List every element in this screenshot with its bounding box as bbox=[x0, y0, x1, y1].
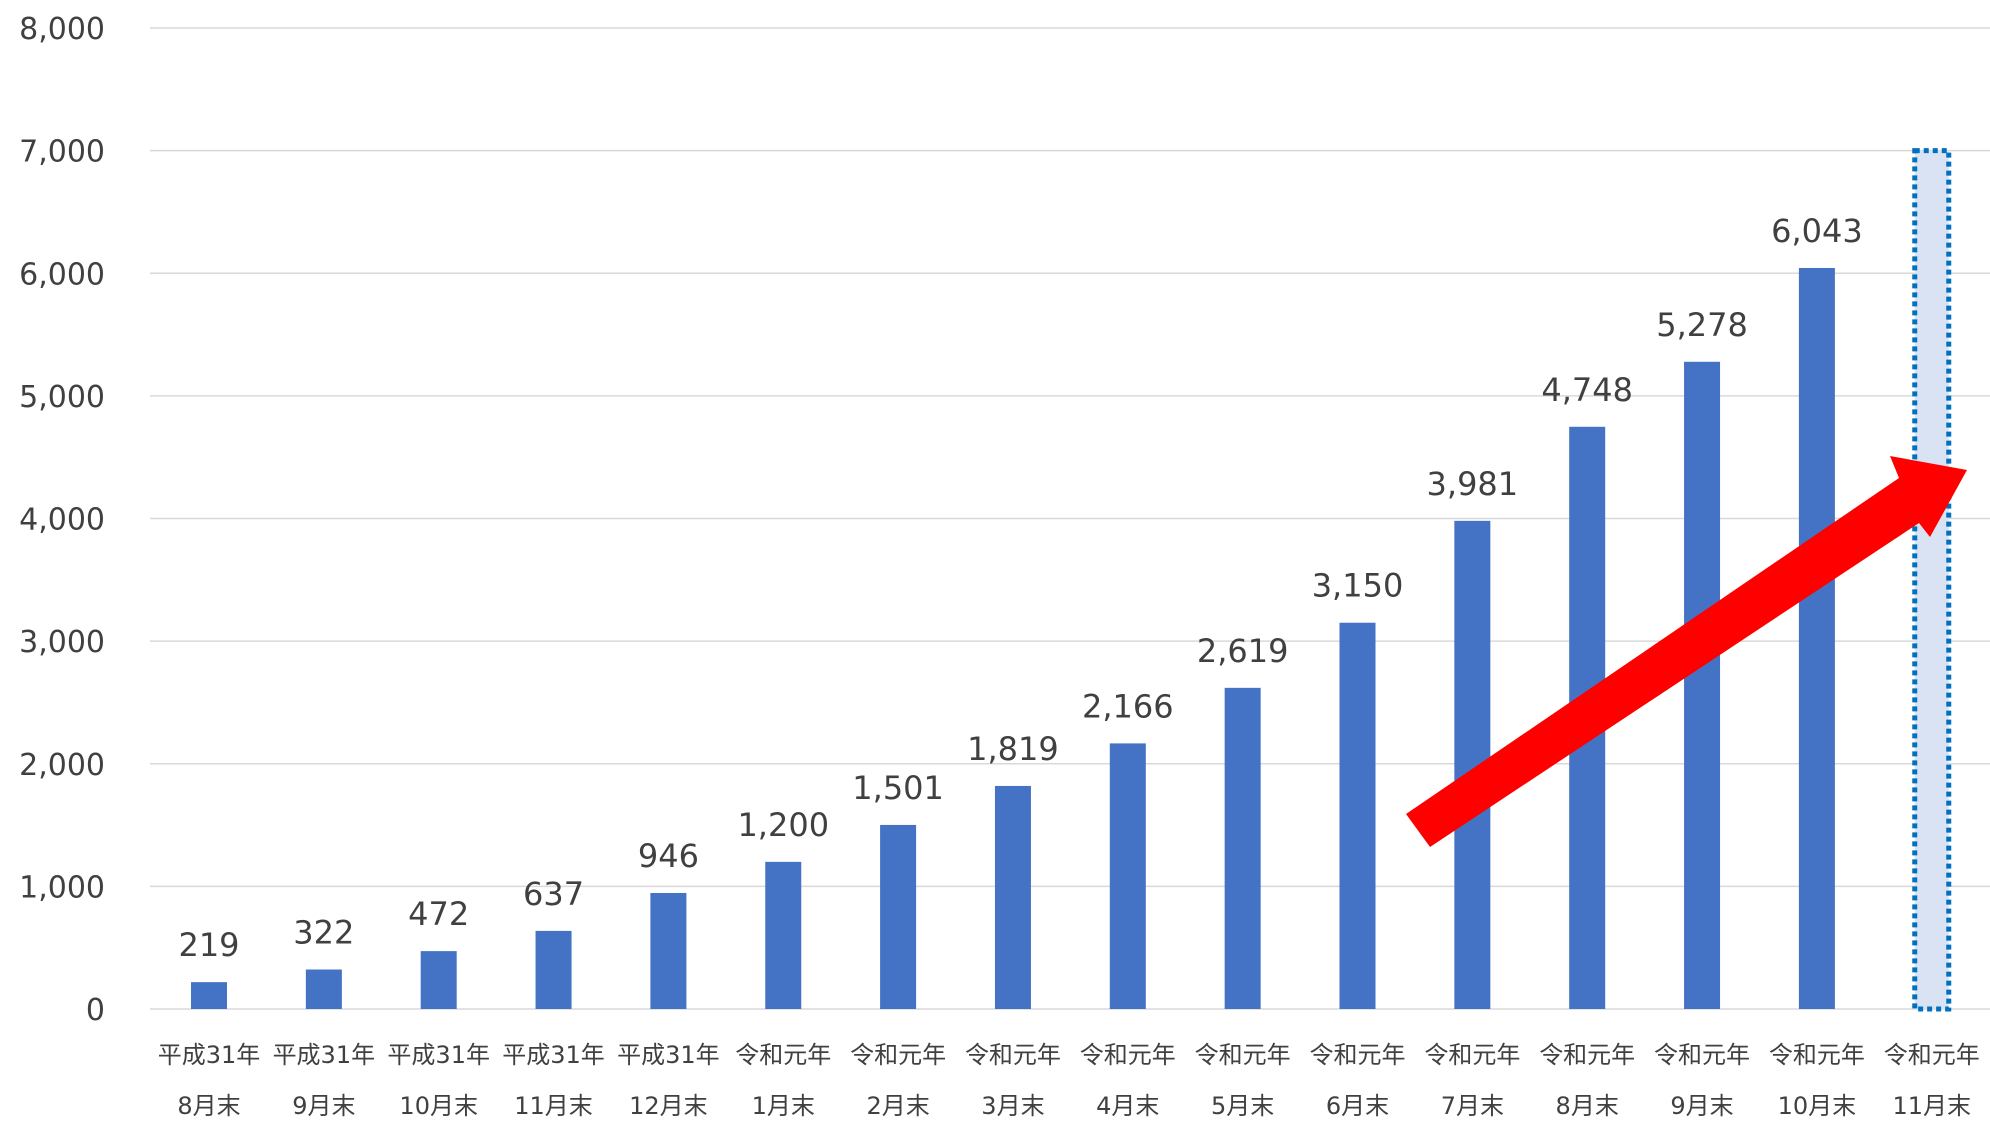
x-tick-label-month: 10月末 bbox=[1778, 1092, 1857, 1120]
trend-arrow bbox=[1406, 456, 1967, 847]
data-label: 4,748 bbox=[1541, 371, 1633, 409]
x-tick-label-era: 平成31年 bbox=[273, 1041, 376, 1069]
data-label: 637 bbox=[523, 875, 584, 913]
x-tick-label-month: 10月末 bbox=[399, 1092, 478, 1120]
data-label: 2,619 bbox=[1197, 632, 1289, 670]
data-label: 3,981 bbox=[1427, 465, 1519, 503]
data-label: 472 bbox=[408, 895, 469, 933]
bar bbox=[650, 892, 687, 1009]
data-label: 1,819 bbox=[967, 730, 1059, 768]
bar bbox=[994, 785, 1031, 1009]
x-tick-label-era: 令和元年 bbox=[850, 1041, 946, 1069]
projection-bar bbox=[1912, 148, 1952, 1012]
bar bbox=[765, 861, 802, 1009]
data-label: 2,166 bbox=[1082, 687, 1174, 725]
y-tick-label: 5,000 bbox=[19, 380, 105, 415]
data-label: 5,278 bbox=[1656, 306, 1748, 344]
y-tick-label: 7,000 bbox=[19, 135, 105, 170]
x-tick-label-month: 6月末 bbox=[1326, 1092, 1389, 1120]
x-tick-label-month: 8月末 bbox=[1556, 1092, 1619, 1120]
data-label: 3,150 bbox=[1312, 567, 1404, 605]
x-tick-label-month: 5月末 bbox=[1211, 1092, 1274, 1120]
bar bbox=[535, 930, 572, 1009]
x-tick-label-era: 令和元年 bbox=[1310, 1041, 1406, 1069]
x-tick-label-month: 9月末 bbox=[1670, 1092, 1733, 1120]
x-axis-ticks: 平成31年8月末平成31年9月末平成31年10月末平成31年11月末平成31年1… bbox=[158, 1041, 1980, 1120]
y-tick-label: 8,000 bbox=[19, 12, 105, 47]
data-labels: 219 322 472 637 946 1,200 1,501 1,819 2,166 2,619… bbox=[178, 212, 1862, 964]
data-label: 1,200 bbox=[737, 806, 829, 844]
y-tick-label: 1,000 bbox=[19, 870, 105, 905]
x-tick-label-month: 11月末 bbox=[514, 1092, 593, 1120]
x-tick-label-era: 令和元年 bbox=[1539, 1041, 1635, 1069]
x-tick-label-era: 平成31年 bbox=[502, 1041, 605, 1069]
y-axis-ticks: 0 1,000 2,000 3,000 4,000 5,000 6,000 7,000 8,00… bbox=[19, 12, 105, 1028]
x-tick-label-month: 2月末 bbox=[866, 1092, 929, 1120]
x-tick-label-era: 平成31年 bbox=[617, 1041, 720, 1069]
bar bbox=[1684, 361, 1721, 1009]
y-tick-label: 6,000 bbox=[19, 257, 105, 292]
y-tick-label: 2,000 bbox=[19, 748, 105, 783]
x-tick-label-era: 令和元年 bbox=[735, 1041, 831, 1069]
y-tick-label: 4,000 bbox=[19, 503, 105, 538]
x-tick-label-month: 4月末 bbox=[1096, 1092, 1159, 1120]
bar bbox=[1109, 743, 1146, 1009]
x-tick-label-era: 平成31年 bbox=[158, 1041, 261, 1069]
x-tick-label-era: 令和元年 bbox=[1884, 1041, 1980, 1069]
x-tick-label-month: 8月末 bbox=[177, 1092, 240, 1120]
arrow-layer bbox=[1406, 456, 1967, 847]
bars bbox=[191, 267, 1835, 1009]
data-label: 219 bbox=[178, 926, 239, 964]
x-tick-label-era: 令和元年 bbox=[1769, 1041, 1865, 1069]
x-tick-label-era: 令和元年 bbox=[1424, 1041, 1520, 1069]
x-tick-label-era: 令和元年 bbox=[965, 1041, 1061, 1069]
x-tick-label-era: 令和元年 bbox=[1195, 1041, 1291, 1069]
bar bbox=[305, 969, 342, 1009]
projection-layer bbox=[1912, 148, 1952, 1012]
x-tick-label-month: 7月末 bbox=[1441, 1092, 1504, 1120]
bar bbox=[191, 982, 227, 1009]
x-tick-label-era: 平成31年 bbox=[387, 1041, 490, 1069]
x-tick-label-era: 令和元年 bbox=[1080, 1041, 1176, 1069]
bar bbox=[420, 951, 457, 1009]
data-label: 6,043 bbox=[1771, 212, 1863, 250]
x-tick-label-month: 12月末 bbox=[629, 1092, 708, 1120]
bar bbox=[1339, 622, 1376, 1009]
bar bbox=[880, 824, 917, 1009]
x-tick-label-month: 11月末 bbox=[1892, 1092, 1971, 1120]
x-tick-label-era: 令和元年 bbox=[1654, 1041, 1750, 1069]
data-label: 322 bbox=[293, 914, 354, 952]
grid-layer bbox=[150, 27, 1990, 1010]
data-label: 946 bbox=[638, 837, 699, 875]
x-tick-label-month: 1月末 bbox=[752, 1092, 815, 1120]
x-tick-label-month: 3月末 bbox=[981, 1092, 1044, 1120]
data-label: 1,501 bbox=[852, 769, 944, 807]
bar bbox=[1798, 267, 1835, 1009]
y-tick-label: 3,000 bbox=[19, 625, 105, 660]
bar bbox=[1224, 687, 1261, 1009]
x-tick-label-month: 9月末 bbox=[292, 1092, 355, 1120]
y-tick-label: 0 bbox=[86, 993, 105, 1028]
